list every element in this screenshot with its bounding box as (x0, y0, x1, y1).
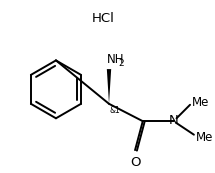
Text: N: N (169, 114, 178, 127)
Text: Me: Me (192, 96, 209, 109)
Text: Me: Me (196, 131, 213, 144)
Text: NH: NH (107, 53, 124, 66)
Text: O: O (130, 156, 140, 169)
Text: &1: &1 (110, 106, 121, 115)
Text: HCl: HCl (92, 12, 115, 25)
Polygon shape (107, 69, 111, 104)
Text: 2: 2 (119, 59, 124, 68)
